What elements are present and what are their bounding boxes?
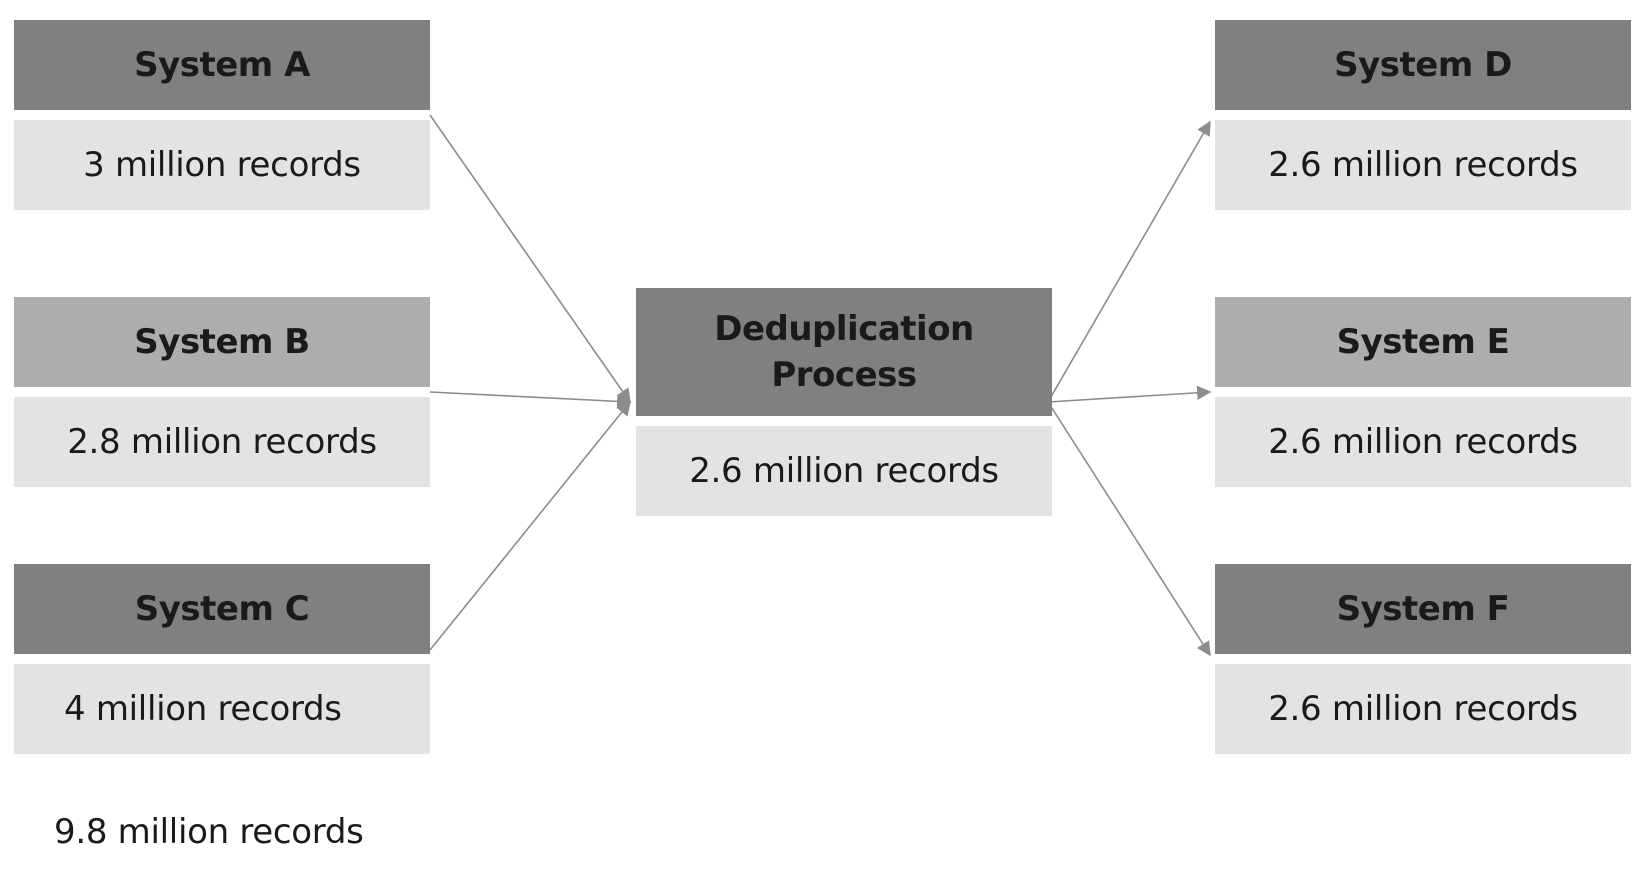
system-f-node: System F 2.6 million records (1215, 564, 1631, 754)
system-a-header: System A (14, 20, 430, 110)
system-d-records: 2.6 million records (1215, 120, 1631, 210)
arrow-system-a-to-process (429, 114, 631, 404)
system-b-header: System B (14, 297, 430, 387)
system-b-records: 2.8 million records (14, 397, 430, 487)
arrow-process-to-system-f (1047, 401, 1211, 657)
system-d-node: System D 2.6 million records (1215, 20, 1631, 210)
system-e-header: System E (1215, 297, 1631, 387)
system-e-node: System E 2.6 million records (1215, 297, 1631, 487)
system-c-node: System C 4 million records (14, 564, 430, 754)
system-d-header: System D (1215, 20, 1631, 110)
system-b-node: System B 2.8 million records (14, 297, 430, 487)
deduplication-process-node: Deduplication Process 2.6 million record… (636, 288, 1052, 516)
total-records-label: 9.8 million records (54, 812, 364, 852)
deduplication-process-records: 2.6 million records (636, 426, 1052, 516)
deduplication-process-header: Deduplication Process (636, 288, 1052, 416)
arrow-process-to-system-e (1047, 385, 1212, 403)
arrow-system-b-to-process (429, 391, 632, 409)
system-e-records: 2.6 million records (1215, 397, 1631, 487)
system-f-records: 2.6 million records (1215, 664, 1631, 754)
system-a-node: System A 3 million records (14, 20, 430, 210)
arrow-system-c-to-process (429, 400, 631, 651)
system-a-records: 3 million records (14, 120, 430, 210)
system-c-header: System C (14, 564, 430, 654)
system-f-header: System F (1215, 564, 1631, 654)
system-c-records: 4 million records (14, 664, 430, 754)
arrow-process-to-system-d (1047, 120, 1211, 403)
